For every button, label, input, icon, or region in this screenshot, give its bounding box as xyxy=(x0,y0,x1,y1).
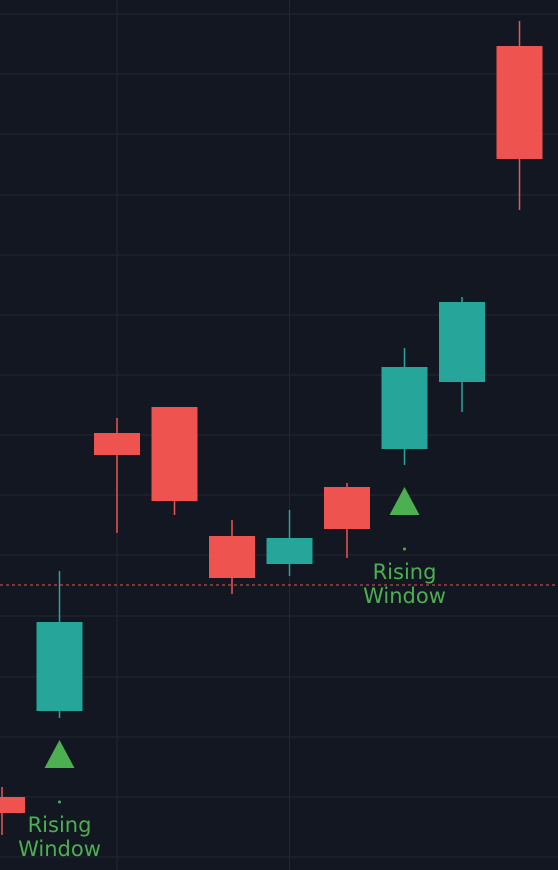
annotation-dot xyxy=(403,547,406,551)
candle-body xyxy=(324,487,370,529)
candle-body xyxy=(496,46,543,159)
annotation-label: Rising Window xyxy=(363,560,446,608)
annotation-dot xyxy=(58,800,61,804)
candle-body xyxy=(381,367,428,449)
candle-body xyxy=(439,302,485,382)
annotation-marker xyxy=(389,487,420,515)
candle-body xyxy=(0,797,25,813)
annotation-marker xyxy=(44,740,75,768)
annotation-label: Rising Window xyxy=(18,813,101,861)
candle-body xyxy=(209,536,255,578)
candle-body xyxy=(266,538,313,564)
candle-body xyxy=(36,622,83,711)
candle-body xyxy=(151,407,198,501)
candle-body xyxy=(94,433,140,455)
